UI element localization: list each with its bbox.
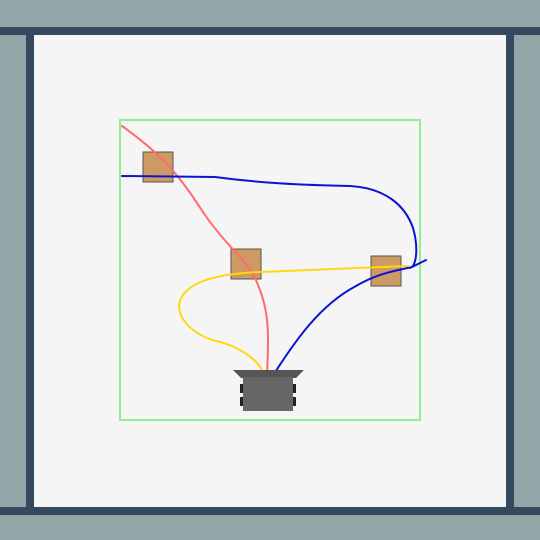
wall-right — [506, 27, 514, 515]
trajectory-blue — [121, 175, 427, 386]
wall-bottom — [0, 507, 540, 515]
robot-wheel-rear-left — [240, 397, 244, 406]
robot-gripper — [233, 370, 304, 378]
robot-wheel-front-left — [240, 384, 244, 393]
wall-left — [26, 27, 34, 515]
wall-top — [0, 27, 540, 35]
robot-wheel-rear-right — [292, 397, 296, 406]
robot — [233, 370, 304, 411]
target-zone — [119, 119, 421, 421]
robot-body — [243, 377, 293, 411]
robot-wheel-front-right — [292, 384, 296, 393]
